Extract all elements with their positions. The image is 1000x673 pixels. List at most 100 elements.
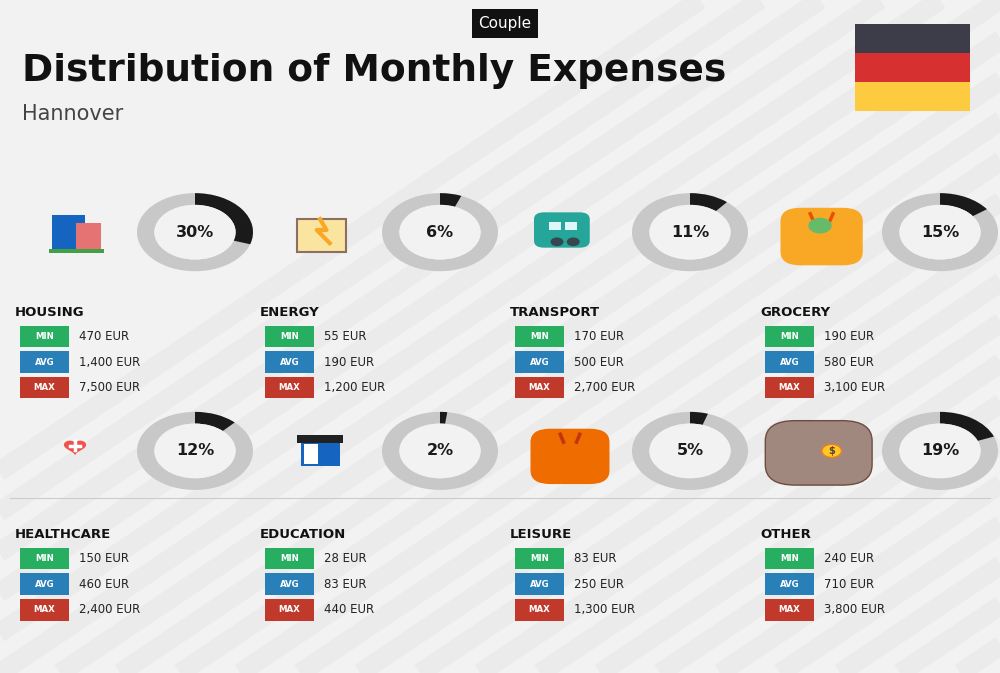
Text: 19%: 19% <box>921 444 959 458</box>
Text: 3,800 EUR: 3,800 EUR <box>824 603 885 616</box>
Text: 710 EUR: 710 EUR <box>824 577 874 591</box>
Text: 470 EUR: 470 EUR <box>79 330 129 343</box>
Text: OTHER: OTHER <box>760 528 811 541</box>
Circle shape <box>399 423 481 479</box>
FancyBboxPatch shape <box>515 573 564 595</box>
Text: MAX: MAX <box>34 383 55 392</box>
Circle shape <box>154 423 236 479</box>
Circle shape <box>899 423 981 479</box>
FancyBboxPatch shape <box>20 377 69 398</box>
Wedge shape <box>940 412 994 441</box>
Text: 190 EUR: 190 EUR <box>324 355 374 369</box>
Text: Couple: Couple <box>478 16 532 31</box>
FancyBboxPatch shape <box>765 351 814 373</box>
Text: 1,400 EUR: 1,400 EUR <box>79 355 140 369</box>
Text: AVG: AVG <box>280 357 299 367</box>
FancyBboxPatch shape <box>265 573 314 595</box>
Text: 15%: 15% <box>921 225 959 240</box>
Text: MIN: MIN <box>530 332 549 341</box>
Text: HOUSING: HOUSING <box>15 306 85 319</box>
FancyBboxPatch shape <box>765 599 814 621</box>
FancyBboxPatch shape <box>531 429 610 484</box>
Text: 6%: 6% <box>426 225 454 240</box>
FancyBboxPatch shape <box>515 548 564 569</box>
FancyBboxPatch shape <box>265 548 314 569</box>
Bar <box>304 444 318 464</box>
Wedge shape <box>195 412 235 431</box>
Text: MAX: MAX <box>779 605 800 614</box>
FancyBboxPatch shape <box>20 326 69 347</box>
FancyBboxPatch shape <box>515 326 564 347</box>
Text: 2,700 EUR: 2,700 EUR <box>574 381 635 394</box>
Bar <box>855 24 970 52</box>
Wedge shape <box>882 412 998 490</box>
Text: 12%: 12% <box>176 444 214 458</box>
Text: 7,500 EUR: 7,500 EUR <box>79 381 140 394</box>
Circle shape <box>550 238 564 246</box>
Wedge shape <box>382 412 498 490</box>
Wedge shape <box>195 193 253 244</box>
Wedge shape <box>882 193 998 271</box>
Wedge shape <box>440 193 461 207</box>
Text: AVG: AVG <box>780 357 799 367</box>
Text: 3,100 EUR: 3,100 EUR <box>824 381 885 394</box>
Circle shape <box>822 444 841 458</box>
Bar <box>549 222 561 230</box>
Bar <box>297 219 346 252</box>
Text: 440 EUR: 440 EUR <box>324 603 374 616</box>
Circle shape <box>649 205 731 260</box>
Text: 190 EUR: 190 EUR <box>824 330 874 343</box>
FancyBboxPatch shape <box>20 573 69 595</box>
Wedge shape <box>690 412 708 425</box>
Text: 250 EUR: 250 EUR <box>574 577 624 591</box>
Bar <box>52 215 85 252</box>
Text: MAX: MAX <box>279 383 300 392</box>
Text: LEISURE: LEISURE <box>510 528 572 541</box>
Circle shape <box>808 218 832 234</box>
Wedge shape <box>940 193 987 216</box>
FancyBboxPatch shape <box>534 213 590 248</box>
FancyBboxPatch shape <box>265 377 314 398</box>
Text: MAX: MAX <box>34 605 55 614</box>
Circle shape <box>567 238 580 246</box>
Text: 28 EUR: 28 EUR <box>324 552 367 565</box>
FancyBboxPatch shape <box>20 351 69 373</box>
Bar <box>565 222 577 230</box>
Text: Distribution of Monthly Expenses: Distribution of Monthly Expenses <box>22 52 726 89</box>
Text: EDUCATION: EDUCATION <box>260 528 346 541</box>
Wedge shape <box>137 412 253 490</box>
Circle shape <box>399 205 481 260</box>
FancyBboxPatch shape <box>765 573 814 595</box>
FancyBboxPatch shape <box>297 435 343 443</box>
FancyBboxPatch shape <box>515 599 564 621</box>
Bar <box>855 82 970 111</box>
Wedge shape <box>690 193 727 211</box>
Circle shape <box>649 423 731 479</box>
FancyBboxPatch shape <box>765 377 814 398</box>
Text: MIN: MIN <box>780 554 799 563</box>
Text: 500 EUR: 500 EUR <box>574 355 624 369</box>
Text: 1,300 EUR: 1,300 EUR <box>574 603 635 616</box>
Text: MAX: MAX <box>279 605 300 614</box>
Text: 580 EUR: 580 EUR <box>824 355 874 369</box>
Text: TRANSPORT: TRANSPORT <box>510 306 600 319</box>
Text: $: $ <box>828 446 835 456</box>
Text: AVG: AVG <box>530 357 549 367</box>
Wedge shape <box>440 412 447 424</box>
Text: AVG: AVG <box>35 579 54 589</box>
Text: AVG: AVG <box>35 357 54 367</box>
Wedge shape <box>382 193 498 271</box>
FancyBboxPatch shape <box>265 326 314 347</box>
Text: 55 EUR: 55 EUR <box>324 330 366 343</box>
Text: 5%: 5% <box>676 444 704 458</box>
Text: HEALTHCARE: HEALTHCARE <box>15 528 111 541</box>
Bar <box>300 442 340 466</box>
Text: MIN: MIN <box>35 332 54 341</box>
Text: 240 EUR: 240 EUR <box>824 552 874 565</box>
Bar <box>855 52 970 82</box>
FancyBboxPatch shape <box>765 421 872 485</box>
Text: ENERGY: ENERGY <box>260 306 320 319</box>
Text: 1,200 EUR: 1,200 EUR <box>324 381 385 394</box>
Text: 150 EUR: 150 EUR <box>79 552 129 565</box>
Text: 30%: 30% <box>176 225 214 240</box>
